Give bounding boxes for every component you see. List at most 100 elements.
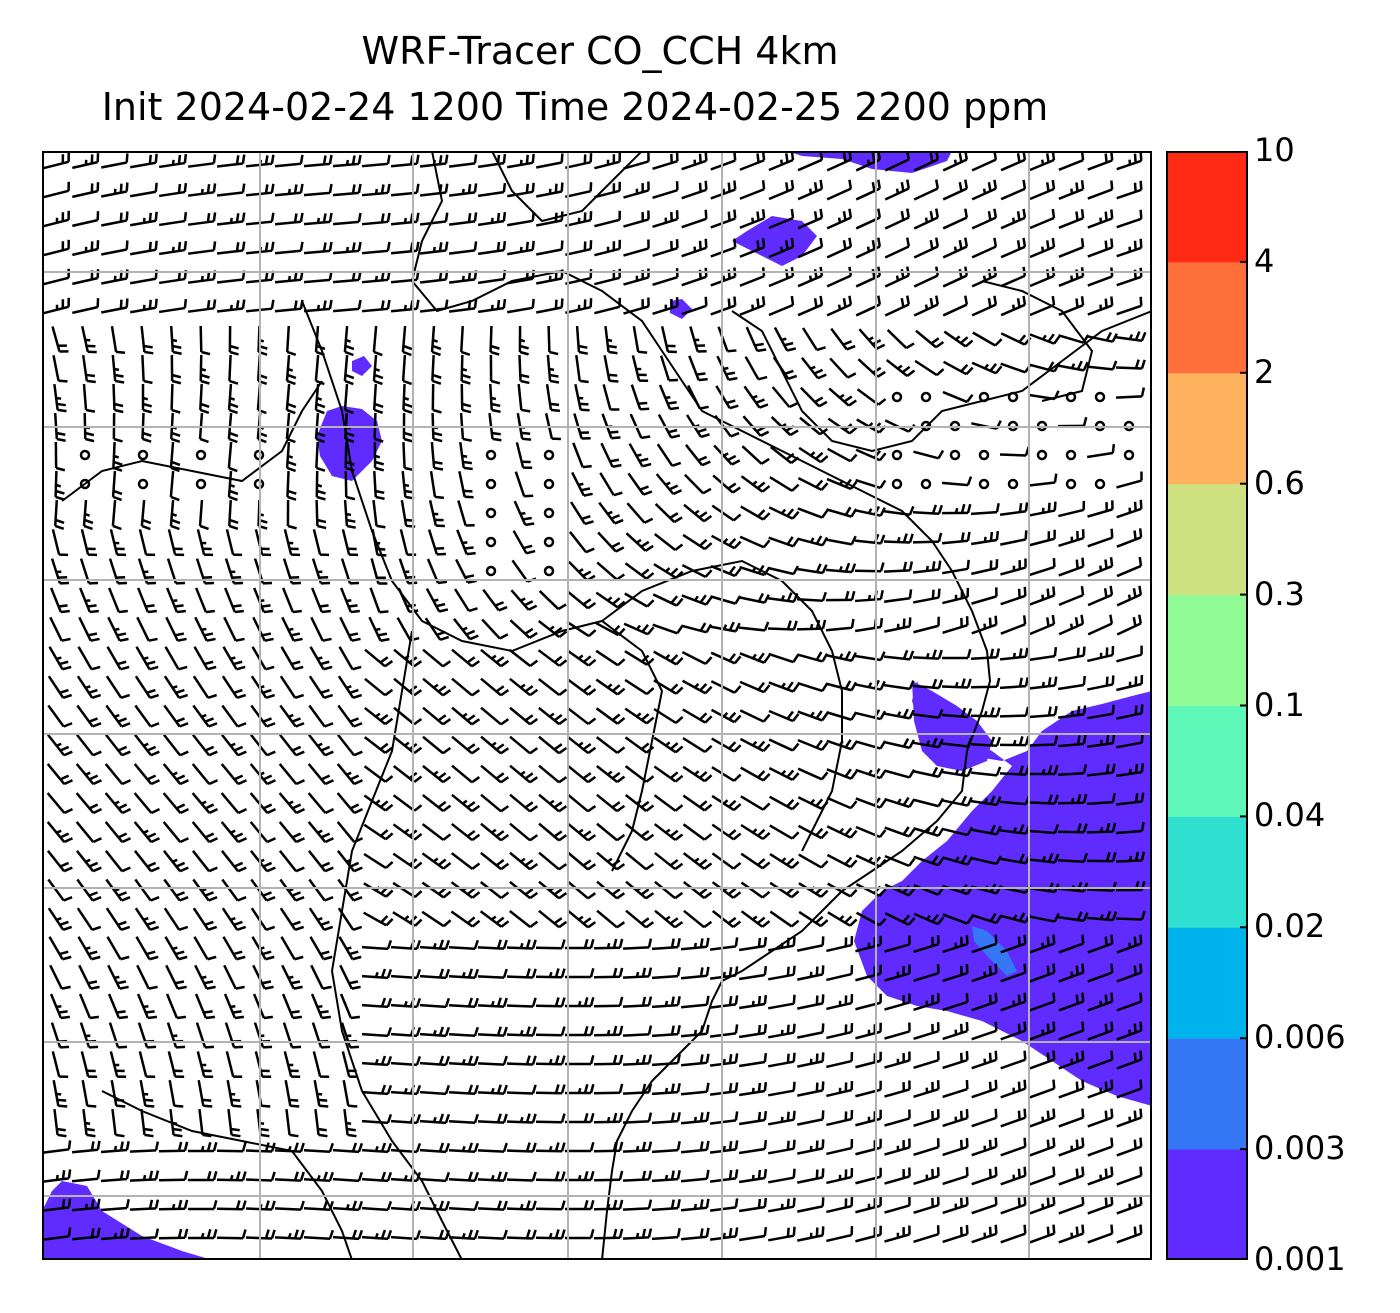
wind-barb [481,618,509,640]
wind-barb [826,266,853,288]
wind-barb [622,1083,653,1095]
wind-barb [402,441,414,472]
wind-barb [884,935,911,953]
wind-barb [392,911,423,927]
wind-barb [480,822,510,842]
wind-barb [315,441,326,472]
wind-barb [825,535,857,546]
wind-barb [622,1199,653,1211]
wind-barb [187,1170,218,1182]
wind-barb [855,767,887,780]
wind-barb [1058,209,1085,229]
wind-barb [767,592,799,603]
wind-barb [72,298,100,315]
wind-barb [361,1026,393,1038]
wind-barb [307,763,334,786]
wind-barb [711,737,742,753]
wind-barb [419,183,449,197]
wind-barb [768,709,800,723]
wind-barb [158,182,188,198]
wind-barb [192,878,218,902]
wind-barb [372,383,384,415]
wind-barb [390,1055,422,1067]
wind-barb [396,617,420,642]
plume-small-a [670,299,692,319]
wind-barb [1028,647,1058,662]
wind-barb [855,883,887,897]
wind-barb [361,1200,393,1212]
wind-barb [1116,645,1143,663]
wind-barb [593,967,624,979]
wind-barb [343,354,355,386]
wind-barb [363,736,394,754]
wind-barb [652,239,679,258]
wind-barb [797,710,829,722]
wind-barb [105,907,131,932]
wind-barb [1115,763,1145,778]
wind-barb [623,622,655,636]
wind-barb [1029,1021,1056,1041]
wind-barb [625,909,655,929]
wind-barb [169,470,180,502]
wind-barb [110,1079,126,1108]
wind-barb [768,237,795,259]
wind-barb [1116,1137,1143,1157]
wind-barb [941,766,973,778]
border-interior-4 [731,310,1152,453]
wind-barb [104,850,131,873]
wind-barb [1116,267,1143,287]
wind-barb [1058,500,1086,518]
wind-barb [622,967,653,979]
wind-barb [971,237,998,259]
wind-barb [477,212,507,227]
wind-barb [884,1109,911,1127]
wind-barb [769,824,800,840]
wind-barb [308,704,334,728]
wind-barb [165,993,187,1020]
wind-barb [1029,586,1056,606]
wind-barb [797,1081,825,1097]
wind-barb [129,153,158,169]
colorbar-tick-label: 0.1 [1254,685,1305,724]
wind-barb [515,442,533,470]
wind-barb [942,266,969,288]
wind-barb [506,1142,537,1153]
wind-barb [341,529,359,557]
wind-barb [537,649,568,667]
wind-barb [538,793,568,813]
wind-barb [137,478,149,490]
wind-barb [1028,676,1058,690]
wind-barb [942,795,973,807]
wind-barb [1087,331,1118,343]
wind-barb [192,907,218,932]
wind-barb [169,1108,183,1138]
wind-barb [594,239,621,257]
wind-barb [129,211,158,227]
wind-barb [769,446,800,464]
wind-barb [338,646,362,671]
wind-barb [506,1229,537,1240]
wind-barb [565,298,593,315]
wind-barb [252,587,273,614]
wind-barb [886,329,915,350]
wind-barb [1086,881,1117,892]
wind-barb [709,1227,739,1241]
wind-barb [337,675,363,700]
wind-barb [826,1225,854,1243]
wind-barb [343,499,356,529]
wind-barb [652,181,679,200]
wind-barb [1116,1079,1143,1099]
wind-barb [309,936,333,961]
wind-barb [477,1055,508,1066]
wind-barb [1058,557,1085,577]
wind-barb [485,478,497,490]
wind-barb [390,212,420,226]
wind-barb [535,1200,566,1211]
wind-barb [274,241,304,255]
wind-barb [855,740,887,750]
wind-barb [1086,910,1118,922]
wind-barb [767,1139,796,1155]
wind-barb [913,766,944,778]
wind-barb [254,1051,272,1079]
wind-barb [971,179,998,201]
